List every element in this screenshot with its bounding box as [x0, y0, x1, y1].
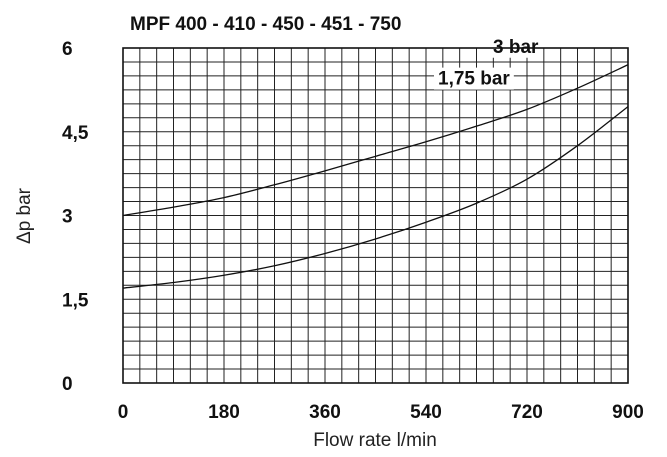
x-tick-label: 900 [612, 402, 644, 423]
grid [123, 48, 628, 383]
chart-title: MPF 400 - 410 - 450 - 451 - 750 [130, 14, 401, 35]
series-label-0: 3 bar [489, 35, 543, 58]
curves [122, 64, 629, 289]
plot-frame [122, 47, 629, 384]
x-axis-label: Flow rate l/min [313, 430, 437, 451]
y-tick-labels: 0 1,5 3 4,5 6 [62, 39, 89, 395]
series-label-bg [489, 35, 543, 58]
y-axis-label: Δp bar [14, 187, 35, 244]
curve-labels: 3 bar 1,75 bar [434, 35, 543, 90]
series-label-1: 1,75 bar [434, 67, 514, 90]
x-tick-label: 0 [118, 402, 129, 423]
x-tick-label: 180 [208, 402, 240, 423]
series-line-0 [122, 64, 629, 217]
series-label-bg [434, 67, 514, 90]
series-label-text: 1,75 bar [438, 69, 510, 90]
x-tick-label: 720 [511, 402, 543, 423]
y-tick-label: 1,5 [62, 290, 89, 311]
y-tick-label: 0 [62, 374, 73, 395]
x-tick-label: 540 [410, 402, 442, 423]
x-tick-label: 360 [309, 402, 341, 423]
y-tick-label: 4,5 [62, 123, 89, 144]
series-line-1 [122, 106, 629, 289]
y-tick-label: 3 [62, 207, 73, 228]
y-tick-label: 6 [62, 39, 73, 60]
x-tick-labels: 0 180 360 540 720 900 [118, 402, 644, 423]
